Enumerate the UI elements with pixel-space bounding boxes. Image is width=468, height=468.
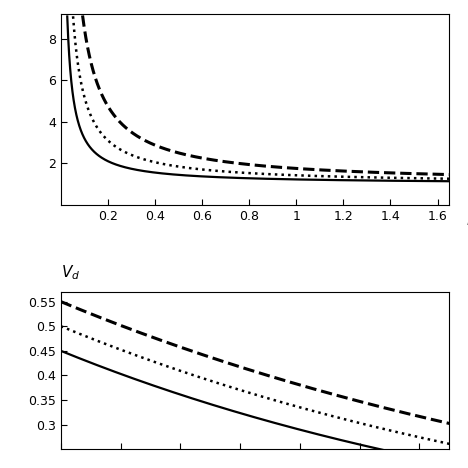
X-axis label: $k\rho_i$: $k\rho_i$ bbox=[466, 212, 468, 230]
Text: $V_d$: $V_d$ bbox=[61, 263, 80, 282]
